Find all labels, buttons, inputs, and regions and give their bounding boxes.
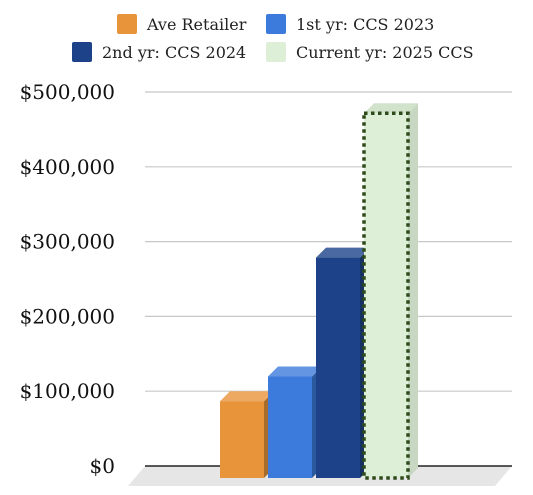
bar-front-face[interactable] <box>364 113 408 478</box>
y-tick-label: $300,000 <box>20 230 115 254</box>
y-tick-label: $0 <box>90 454 115 478</box>
bar-front-face[interactable] <box>220 401 264 478</box>
bar-2[interactable] <box>268 366 322 478</box>
y-tick-label: $400,000 <box>20 155 115 179</box>
y-tick-label: $100,000 <box>20 379 115 403</box>
legend-item: Ave Retailer <box>117 14 247 34</box>
bar-top-face <box>220 391 274 402</box>
legend-label: 2nd yr: CCS 2024 <box>102 43 246 62</box>
bar-top-face <box>364 103 418 114</box>
bars <box>220 103 418 480</box>
bar-1[interactable] <box>220 391 274 478</box>
legend: Ave Retailer 1st yr: CCS 2023 2nd yr: CCS … <box>72 14 474 62</box>
legend-label: Ave Retailer <box>146 15 247 34</box>
legend-swatch <box>72 42 92 62</box>
bar-4[interactable] <box>362 103 418 480</box>
bar-dotted-outline <box>362 111 410 480</box>
y-tick-label: $200,000 <box>20 304 115 328</box>
bar-top-face <box>268 366 322 377</box>
legend-item: 1st yr: CCS 2023 <box>266 14 434 34</box>
legend-swatch <box>117 14 137 34</box>
gridlines <box>145 91 512 392</box>
y-axis: $0 $100,000 $200,000 $300,000 $400,000 $500,0… <box>20 80 115 478</box>
legend-swatch <box>266 14 286 34</box>
legend-swatch <box>266 42 286 62</box>
legend-label: 1st yr: CCS 2023 <box>296 15 434 34</box>
bar-front-face[interactable] <box>316 257 360 478</box>
y-tick-label: $500,000 <box>20 80 115 104</box>
legend-item: Current yr: 2025 CCS <box>266 42 474 62</box>
legend-label: Current yr: 2025 CCS <box>296 43 474 62</box>
bar-front-face[interactable] <box>268 376 312 478</box>
bar-3[interactable] <box>316 247 370 478</box>
bar-side-face <box>408 103 418 478</box>
legend-item: 2nd yr: CCS 2024 <box>72 42 246 62</box>
bar-top-face <box>316 247 370 258</box>
